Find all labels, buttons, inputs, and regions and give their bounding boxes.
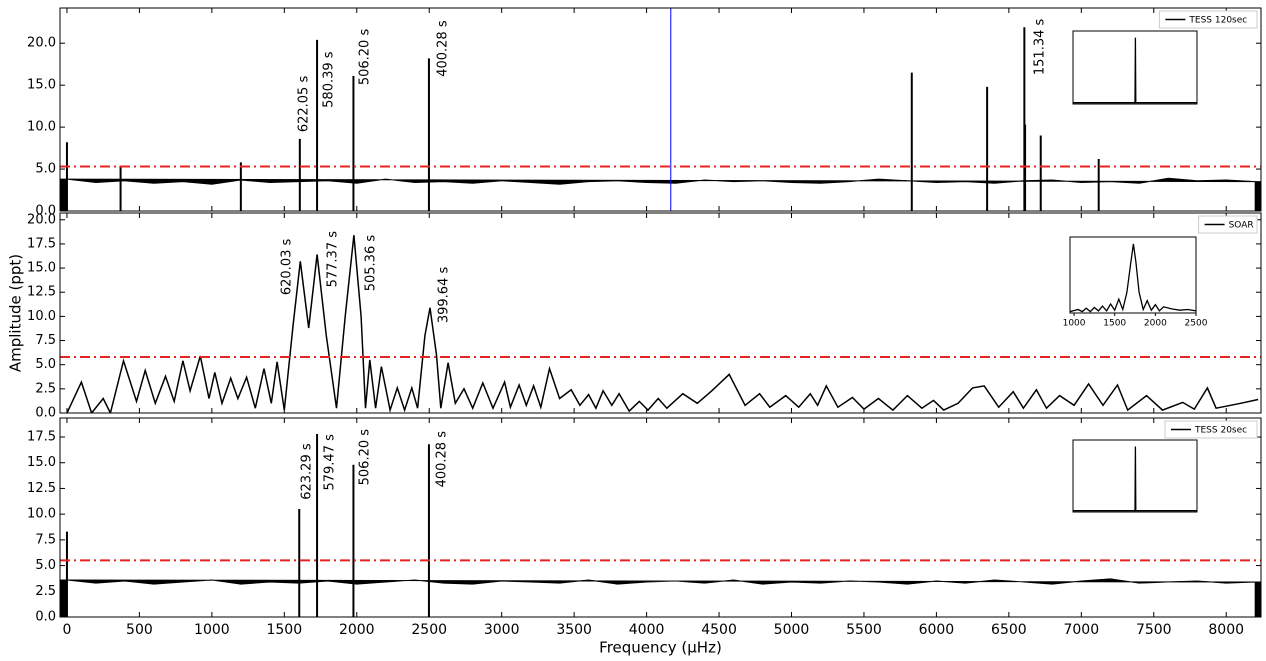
period-label: 506.20 s <box>358 429 373 486</box>
y-axis-label: Amplitude (ppt) <box>7 254 25 372</box>
panel: 622.05 s 580.39 s 506.20 s 400.28 s 151.34 s… <box>27 7 1262 219</box>
period-label: 577.37 s <box>326 231 341 288</box>
legend-label: TESS 120sec <box>1188 16 1247 26</box>
inset-x-tick-label: 2500 <box>1185 319 1208 329</box>
axes-frame <box>59 212 1262 414</box>
period-label: 505.36 s <box>363 235 378 292</box>
y-tick-label: 12.5 <box>27 481 56 496</box>
x-tick-label: 500 <box>126 622 153 638</box>
y-tick-label: 0.0 <box>35 406 56 421</box>
y-tick-label: 15.0 <box>27 261 56 276</box>
period-label: 579.47 s <box>322 434 337 491</box>
panel: 620.03 s 577.37 s 505.36 s 399.64 s 0.0 2.5 5.… <box>27 212 1262 421</box>
legend-box <box>1198 215 1258 234</box>
x-tick-label: 6500 <box>991 622 1027 638</box>
plot-area <box>60 433 1261 617</box>
x-tick-label: 4000 <box>629 622 665 638</box>
x-tick-label: 5000 <box>774 622 810 638</box>
y-tick-label: 20.0 <box>27 212 56 227</box>
axes-frame <box>59 7 1262 212</box>
noise-area <box>60 177 1261 211</box>
legend-box <box>1158 10 1258 29</box>
y-tick-label: 12.5 <box>27 285 56 300</box>
amplitude-line <box>66 235 1259 413</box>
period-label: 506.20 s <box>358 29 373 86</box>
period-label: 399.64 s <box>437 267 452 324</box>
x-tick-label: 6000 <box>919 622 955 638</box>
inset-window <box>1069 243 1197 313</box>
legend-label: SOAR <box>1229 221 1254 231</box>
period-label: 623.29 s <box>299 443 314 500</box>
y-tick-label: 10.0 <box>27 309 56 324</box>
x-tick-label: 7000 <box>1063 622 1099 638</box>
plot-area <box>60 8 1261 211</box>
period-label: 400.28 s <box>435 20 450 77</box>
inset-window <box>1073 446 1197 512</box>
noise-area <box>60 578 1261 617</box>
period-label: 151.34 s <box>1033 18 1048 75</box>
y-tick-label: 2.5 <box>35 381 56 396</box>
y-tick-label: 5.0 <box>35 558 56 573</box>
x-tick-label: 3500 <box>556 622 592 638</box>
axes-frame <box>59 417 1262 618</box>
y-tick-label: 15.0 <box>27 455 56 470</box>
y-tick-label: 5.0 <box>35 357 56 372</box>
panel: 623.29 s 579.47 s 506.20 s 400.28 s 0.0 2.5 5.… <box>27 417 1262 638</box>
legend-label: TESS 20sec <box>1194 426 1247 436</box>
x-tick-label: 8000 <box>1208 622 1244 638</box>
legend-box <box>1164 420 1258 439</box>
inset-window <box>1073 37 1197 104</box>
x-tick-label: 4500 <box>701 622 737 638</box>
y-tick-label: 5.0 <box>35 162 56 177</box>
y-tick-label: 17.5 <box>27 236 56 251</box>
x-tick-label: 7500 <box>1136 622 1172 638</box>
y-tick-label: 20.0 <box>27 36 56 51</box>
inset-x-tick-label: 1000 <box>1063 319 1086 329</box>
period-label: 620.03 s <box>279 239 294 296</box>
y-tick-label: 17.5 <box>27 430 56 445</box>
x-tick-label: 1000 <box>194 622 230 638</box>
inset-x-tick-label: 2000 <box>1144 319 1167 329</box>
plot-area <box>60 235 1261 413</box>
y-tick-label: 0.0 <box>35 610 56 625</box>
x-axis-label: Frequency (μHz) <box>599 639 722 657</box>
inset-x-tick-label: 1500 <box>1103 319 1126 329</box>
y-tick-label: 10.0 <box>27 120 56 135</box>
period-label: 580.39 s <box>321 51 336 108</box>
x-tick-label: 0 <box>62 622 71 638</box>
x-tick-label: 1500 <box>266 622 302 638</box>
y-tick-label: 10.0 <box>27 507 56 522</box>
x-tick-label: 2500 <box>411 622 447 638</box>
period-label: 400.28 s <box>434 431 449 488</box>
y-tick-label: 2.5 <box>35 584 56 599</box>
x-tick-label: 3000 <box>484 622 520 638</box>
y-tick-label: 7.5 <box>35 333 56 348</box>
y-tick-label: 0.0 <box>35 204 56 219</box>
period-label: 622.05 s <box>297 76 312 133</box>
y-tick-label: 7.5 <box>35 532 56 547</box>
x-tick-label: 5500 <box>846 622 882 638</box>
x-tick-label: 2000 <box>339 622 375 638</box>
y-tick-label: 15.0 <box>27 78 56 93</box>
